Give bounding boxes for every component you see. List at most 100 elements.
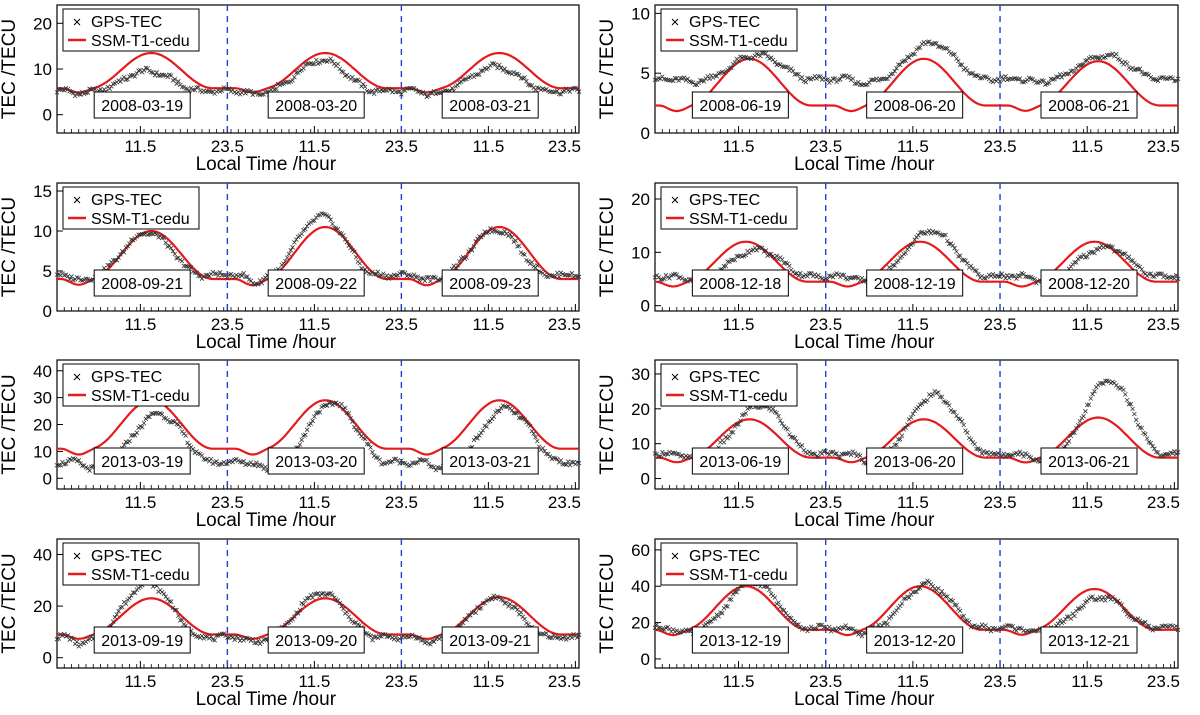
data-point-gps-tec [330,592,335,598]
data-point-gps-tec [1146,623,1152,629]
data-point-gps-tec [426,274,431,280]
data-point-gps-tec [415,274,420,279]
data-point-gps-tec [1137,66,1143,72]
data-point-gps-tec [335,598,341,603]
data-point-gps-tec [341,233,346,238]
y-tick-label: 10 [631,4,650,23]
data-point-gps-tec [912,237,917,243]
data-point-gps-tec [478,68,484,73]
data-point-gps-tec [150,70,156,75]
data-point-gps-tec [743,411,749,416]
x-tick-label: 11.5 [298,315,330,334]
data-point-gps-tec [730,257,736,263]
data-point-gps-tec [968,263,974,269]
data-point-gps-tec [308,421,314,426]
data-point-gps-tec [196,84,201,90]
data-point-gps-tec [295,611,301,616]
data-point-gps-tec [127,438,132,444]
data-point-gps-tec [823,448,828,454]
x-tick-label: 23.5 [385,672,418,691]
data-point-gps-tec [241,270,246,276]
data-point-gps-tec [337,66,343,72]
data-point-gps-tec [542,448,547,454]
data-point-gps-tec [818,622,823,628]
data-point-gps-tec [1074,426,1079,431]
data-point-gps-tec [382,88,388,93]
date-label-box [93,91,191,119]
series-line-ssm-t1-cedu [57,595,579,641]
data-point-gps-tec [205,88,210,94]
data-point-gps-tec [729,429,734,435]
data-point-gps-tec [892,68,897,74]
legend: GPS-TEC SSM-T1-cedu [660,542,798,586]
data-point-gps-tec [660,626,665,632]
data-point-gps-tec [225,86,230,92]
data-point-gps-tec [774,410,779,416]
data-point-gps-tec [230,634,236,640]
data-point-gps-tec [1175,76,1181,82]
data-point-gps-tec [63,461,69,467]
data-point-gps-tec [527,83,533,88]
data-point-gps-tec [1008,273,1014,279]
data-point-gps-tec [397,461,402,466]
date-label-box [93,447,191,475]
data-point-gps-tec [779,257,785,262]
data-point-gps-tec [172,77,178,82]
data-point-gps-tec [792,619,798,625]
data-point-gps-tec [658,454,663,459]
data-point-gps-tec [226,86,232,91]
x-tick-label: 11.5 [723,315,755,334]
data-point-gps-tec [1112,597,1117,602]
data-point-gps-tec [785,427,790,432]
data-point-gps-tec [116,255,121,260]
data-point-gps-tec [1114,248,1119,254]
data-point-gps-tec [98,86,103,92]
data-point-gps-tec [1081,603,1086,608]
data-point-gps-tec [127,596,132,601]
data-point-gps-tec [384,273,390,278]
data-point-gps-tec [149,411,154,416]
data-point-gps-tec [719,610,725,616]
data-point-gps-tec [515,607,520,613]
data-point-gps-tec [290,616,295,622]
data-point-gps-tec [576,89,582,94]
x-tick-label: 11.5 [124,672,156,691]
y-tick-label: 5 [43,262,52,281]
data-point-gps-tec [252,640,257,646]
data-point-gps-tec [870,77,876,82]
data-point-gps-tec [770,406,776,411]
data-point-gps-tec [681,277,687,283]
data-point-gps-tec [112,257,118,263]
data-point-gps-tec [1097,595,1103,600]
data-point-gps-tec [966,71,972,76]
data-point-gps-tec [1128,401,1134,407]
y-tick-label: 0 [641,650,650,669]
data-point-gps-tec [373,455,379,460]
x-tick-label: 11.5 [1071,493,1103,512]
data-point-gps-tec [473,72,478,77]
date-label: 2008-12-20 [1048,276,1130,293]
data-point-gps-tec [506,70,511,75]
data-point-gps-tec [498,65,504,70]
data-point-gps-tec [1097,381,1103,386]
data-point-gps-tec [845,626,850,631]
data-point-gps-tec [132,74,138,79]
data-point-gps-tec [979,622,985,627]
data-point-gps-tec [368,633,373,639]
data-point-gps-tec [145,414,150,419]
data-point-gps-tec [328,400,333,405]
data-point-gps-tec [1133,417,1139,423]
data-point-gps-tec [80,463,85,468]
x-tick-label: 23.5 [385,493,418,512]
data-point-gps-tec [507,231,513,237]
data-point-gps-tec [163,594,169,599]
data-point-gps-tec [725,259,730,264]
data-point-gps-tec [426,93,431,99]
data-point-gps-tec [828,449,834,455]
data-point-gps-tec [464,255,469,260]
data-point-gps-tec [977,447,983,452]
data-point-gps-tec [841,272,847,278]
data-point-gps-tec [672,76,678,81]
data-point-gps-tec [223,461,228,467]
data-point-gps-tec [172,251,178,257]
